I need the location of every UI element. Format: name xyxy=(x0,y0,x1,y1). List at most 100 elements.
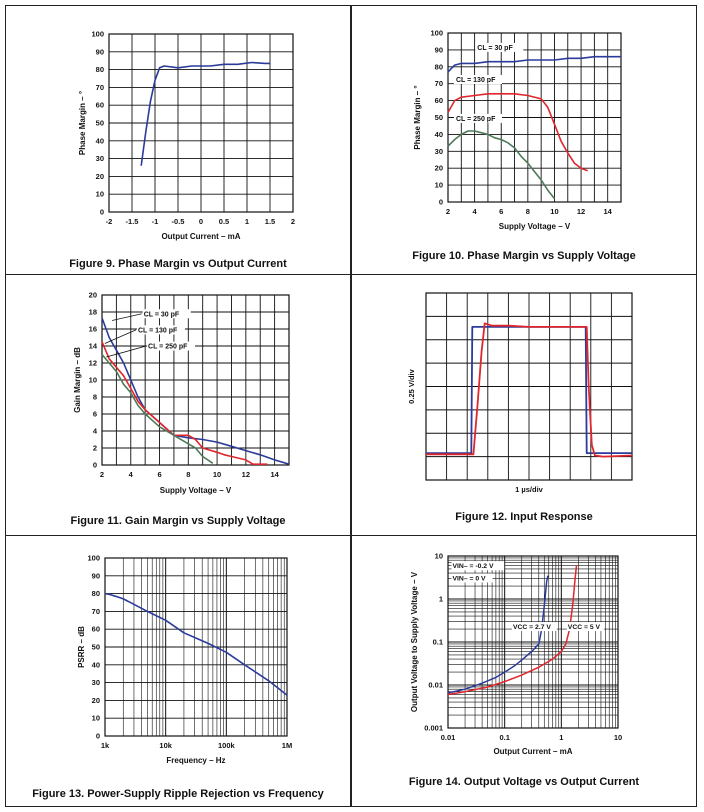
annotation-label: CL = 30 pF xyxy=(144,311,180,318)
y-tick-label: 90 xyxy=(92,571,100,580)
y-tick-label: 100 xyxy=(87,554,100,563)
y-tick-label: 20 xyxy=(92,696,100,705)
x-tick-label: 4 xyxy=(129,470,134,479)
annotation-bg xyxy=(136,325,185,335)
series-line-1 xyxy=(104,592,288,696)
x-tick-label: -1 xyxy=(152,217,159,226)
y-tick-label: 60 xyxy=(96,101,104,110)
figure-9-panel: -2 -1.5 -1 -0.5 0 0.5 1 1.5 2 0 10 20 30 40 50 60 70 80 90… xyxy=(5,5,351,275)
x-tick-label: 1 xyxy=(245,217,249,226)
annotation-label: VIN– = -0.2 V xyxy=(452,563,493,570)
y-tick-label: 20 xyxy=(435,164,443,173)
figure-11-caption: Figure 11. Gain Margin vs Supply Voltage xyxy=(70,515,286,527)
y-tick-label: 30 xyxy=(435,147,443,156)
annotation-label: VIN– = 0 V xyxy=(452,575,486,582)
y-tick-label: 10 xyxy=(435,552,443,561)
figure-10-chart: 2 4 6 8 10 12 14 0 10 20 30 40 50 60 70 80 90 100 Supply V… xyxy=(413,29,622,231)
y-tick-label: 40 xyxy=(435,130,443,139)
y-tick-label: 10 xyxy=(92,714,100,723)
x-tick-label: 2 xyxy=(446,207,450,216)
y-axis-label: Output Voltage to Supply Voltage – V xyxy=(410,571,419,712)
x-tick-label: -0.5 xyxy=(172,217,185,226)
x-tick-label: 4 xyxy=(473,207,478,216)
figure-14-panel: 0.01 0.1 1 10 0.001 0.01 0.1 1 10 Output Current … xyxy=(351,535,697,807)
y-tick-label: 30 xyxy=(96,154,104,163)
annotation-label: CL = 130 pF xyxy=(456,77,496,84)
annotation-leader xyxy=(111,313,142,321)
series-line-1 xyxy=(447,55,621,73)
x-axis-label: Supply Voltage – V xyxy=(160,486,232,495)
y-tick-label: 2 xyxy=(93,444,97,453)
y-tick-label: 10 xyxy=(435,181,443,190)
plot-frame xyxy=(108,33,294,213)
annotation-bg xyxy=(566,622,604,632)
figure-12-chart: 1 µs/div 0.25 V/div xyxy=(407,292,633,494)
x-tick-label: 10 xyxy=(550,207,558,216)
y-tick-label: 100 xyxy=(430,29,443,38)
x-tick-label: 14 xyxy=(604,207,613,216)
x-tick-label: -2 xyxy=(106,217,113,226)
x-tick-label: 8 xyxy=(186,470,190,479)
y-tick-label: 70 xyxy=(96,83,104,92)
y-tick-label: 80 xyxy=(435,62,443,71)
series-line-2 xyxy=(447,565,578,696)
annotation-bg xyxy=(147,341,196,351)
plot-frame xyxy=(447,555,619,729)
x-tick-label: 1 xyxy=(559,733,563,742)
y-tick-label: 70 xyxy=(92,607,100,616)
y-tick-label: 80 xyxy=(96,65,104,74)
y-tick-label: 0.01 xyxy=(428,681,443,690)
x-tick-label: 12 xyxy=(242,470,250,479)
y-tick-label: 50 xyxy=(92,643,100,652)
y-tick-label: 6 xyxy=(93,410,97,419)
annotation-bg xyxy=(453,75,502,85)
y-tick-label: 10 xyxy=(96,190,104,199)
annotation-label: CL = 30 pF xyxy=(477,45,513,52)
y-tick-label: 1 xyxy=(439,595,443,604)
annotation-bg xyxy=(142,309,191,319)
plot-frame xyxy=(101,294,290,466)
x-axis-label: 1 µs/div xyxy=(515,485,543,494)
series-line-2 xyxy=(426,322,633,458)
figure-11-panel: 2 4 6 8 10 12 14 0 2 4 6 8 10 12 14 16 18 20 Supply Voltag… xyxy=(5,274,351,536)
annotation-bg xyxy=(451,573,493,583)
series-line-1 xyxy=(447,575,549,694)
x-tick-label: 100k xyxy=(218,741,236,750)
x-tick-label: 12 xyxy=(577,207,585,216)
series-line-2 xyxy=(101,341,268,465)
y-tick-label: 50 xyxy=(96,119,104,128)
y-axis-label: PSRR – dB xyxy=(77,626,86,668)
y-tick-label: 50 xyxy=(435,113,443,122)
y-tick-label: 14 xyxy=(89,342,98,351)
y-tick-label: 0 xyxy=(439,198,443,207)
x-tick-label: 10k xyxy=(159,741,172,750)
figure-9-chart: -2 -1.5 -1 -0.5 0 0.5 1 1.5 20102030405060708090… xyxy=(78,30,295,242)
y-tick-label: 90 xyxy=(435,45,443,54)
y-tick-label: 80 xyxy=(92,589,100,598)
plot-frame xyxy=(447,32,622,203)
annotation-bg xyxy=(475,42,524,52)
annotation-leader xyxy=(106,345,147,358)
y-axis-label: Phase Margin – ° xyxy=(413,85,422,149)
series-line-3 xyxy=(101,353,214,464)
x-axis-label: Frequency – Hz xyxy=(166,756,225,765)
y-tick-label: 0.1 xyxy=(433,638,443,647)
figure-10-caption: Figure 10. Phase Margin vs Supply Voltag… xyxy=(412,250,636,262)
x-tick-label: 8 xyxy=(526,207,530,216)
annotation-label: VCC = 2.7 V xyxy=(513,624,551,631)
x-tick-label: 0.01 xyxy=(441,733,456,742)
figure-12-caption: Figure 12. Input Response xyxy=(455,511,593,523)
y-tick-label: 12 xyxy=(89,359,97,368)
annotation-leader xyxy=(104,329,137,344)
x-tick-label: 0.1 xyxy=(499,733,509,742)
y-tick-label: 0 xyxy=(96,732,100,741)
x-axis-label: Output Current – mA xyxy=(493,747,572,756)
y-tick-label: 30 xyxy=(92,678,100,687)
annotation-label: VCC = 5 V xyxy=(568,624,601,631)
y-tick-label: 40 xyxy=(96,136,104,145)
annotation-label: CL = 250 pF xyxy=(148,344,188,351)
figure-10-panel: 2 4 6 8 10 12 14 0 10 20 30 40 50 60 70 80 90 100 Supply V… xyxy=(351,5,697,275)
y-tick-label: 16 xyxy=(89,325,97,334)
series-line-2 xyxy=(447,93,588,172)
